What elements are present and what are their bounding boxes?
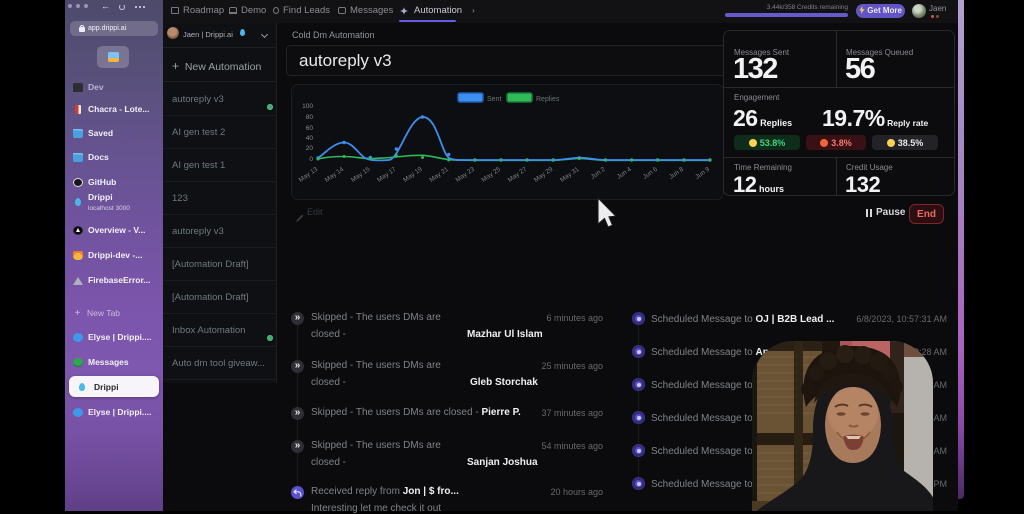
svg-text:May 25: May 25 xyxy=(481,166,503,184)
svg-text:60: 60 xyxy=(306,125,314,132)
svg-text:80: 80 xyxy=(306,114,314,121)
svg-text:Jun 9: Jun 9 xyxy=(694,166,711,181)
svg-text:May 23: May 23 xyxy=(454,166,476,184)
svg-text:May 27: May 27 xyxy=(507,166,529,184)
svg-text:Jun 2: Jun 2 xyxy=(590,166,607,181)
svg-text:May 13: May 13 xyxy=(298,166,320,184)
svg-text:May 14: May 14 xyxy=(324,166,346,184)
svg-text:May 31: May 31 xyxy=(559,166,581,184)
svg-text:May 19: May 19 xyxy=(402,166,424,184)
svg-text:40: 40 xyxy=(306,135,314,142)
svg-text:Jun 6: Jun 6 xyxy=(642,166,659,181)
svg-text:0: 0 xyxy=(309,156,313,163)
svg-text:Jun 4: Jun 4 xyxy=(616,166,633,181)
svg-text:May 29: May 29 xyxy=(533,166,555,184)
svg-text:May 15: May 15 xyxy=(350,166,372,184)
svg-text:Sent: Sent xyxy=(487,96,501,103)
svg-text:100: 100 xyxy=(302,103,313,110)
svg-text:May 21: May 21 xyxy=(428,166,450,184)
svg-text:20: 20 xyxy=(306,145,314,152)
svg-text:May 17: May 17 xyxy=(376,166,398,184)
svg-text:Replies: Replies xyxy=(536,96,560,103)
svg-text:Jun 8: Jun 8 xyxy=(668,166,685,181)
